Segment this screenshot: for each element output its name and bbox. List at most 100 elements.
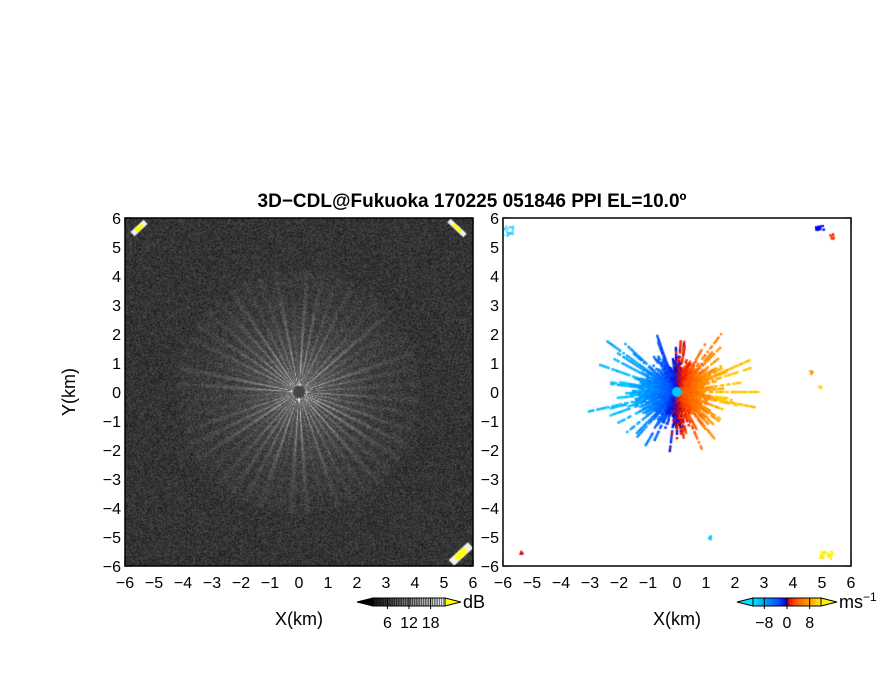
velocity-colorbar-segment	[775, 598, 778, 606]
snr-x-tick-label: −6	[116, 575, 134, 592]
velocity-x-tick-label: −3	[581, 575, 599, 592]
velocity-x-tick-label: 4	[789, 575, 798, 592]
snr-colorbar-segment	[436, 598, 439, 606]
velocity-colorbar-segment	[815, 598, 818, 606]
velocity-colorbar-segment	[758, 598, 761, 606]
velocity-x-tick-label: 2	[731, 575, 740, 592]
velocity-colorbar-segment	[802, 598, 805, 606]
snr-colorbar-segment	[382, 598, 385, 606]
velocity-colorbar-segment	[756, 598, 759, 606]
snr-colorbar-over-triangle	[444, 597, 462, 607]
snr-colorbar-segment	[427, 598, 430, 606]
snr-colorbar-segment	[394, 598, 397, 606]
velocity-x-tick-label: 6	[847, 575, 856, 592]
snr-colorbar-unit: dB	[463, 592, 485, 612]
snr-y-tick-label: −2	[103, 443, 121, 460]
velocity-colorbar-unit: ms−1	[839, 590, 877, 612]
velocity-y-tick-label: 1	[490, 356, 499, 373]
snr-colorbar-segment	[396, 598, 399, 606]
snr-x-tick-label: 4	[411, 575, 420, 592]
velocity-colorbar-segment	[770, 598, 773, 606]
snr-x-tick-label: 5	[440, 575, 449, 592]
snr-colorbar-segment	[432, 598, 435, 606]
velocity-plot-frame	[502, 217, 852, 567]
velocity-colorbar-segment	[792, 598, 795, 606]
velocity-colorbar: −8 0 8 ms−1	[736, 590, 877, 632]
velocity-colorbar-segment	[812, 598, 815, 606]
velocity-y-tick-label: 6	[490, 211, 499, 228]
snr-colorbar-segment	[418, 598, 421, 606]
velocity-colorbar-segment	[797, 598, 800, 606]
velocity-colorbar-segment	[787, 598, 790, 606]
velocity-colorbar-segment	[819, 598, 822, 606]
snr-colorbar-segment	[383, 598, 386, 606]
snr-colorbar-segment	[401, 598, 404, 606]
snr-colorbar-segment	[389, 598, 392, 606]
velocity-colorbar-tick-label: 0	[783, 615, 792, 632]
snr-image	[125, 218, 473, 566]
snr-colorbar-segment	[437, 598, 440, 606]
snr-colorbar-segment	[380, 598, 383, 606]
velocity-y-tick-label: 3	[490, 298, 499, 315]
velocity-colorbar-tick-label: −8	[755, 615, 773, 632]
snr-y-tick-label: 6	[112, 211, 121, 228]
snr-colorbar-segment	[419, 598, 422, 606]
snr-y-tick-label: 0	[112, 385, 121, 402]
snr-colorbar-segment	[407, 598, 410, 606]
velocity-x-tick-label: 5	[818, 575, 827, 592]
velocity-y-tick-label: 0	[490, 385, 499, 402]
velocity-image	[503, 218, 851, 566]
snr-colorbar-segment	[434, 598, 437, 606]
velocity-colorbar-segment	[761, 598, 764, 606]
velocity-colorbar-segment	[785, 598, 788, 606]
velocity-x-axis-label: X(km)	[653, 609, 701, 629]
velocity-colorbar-segment	[780, 598, 783, 606]
velocity-x-tick-label: −4	[552, 575, 570, 592]
snr-colorbar-segment	[400, 598, 403, 606]
velocity-colorbar-unit-exponent: −1	[863, 590, 877, 604]
snr-y-tick-label: 5	[112, 240, 121, 257]
velocity-x-tick-label: 0	[673, 575, 682, 592]
snr-colorbar-segment	[403, 598, 406, 606]
velocity-colorbar-segment	[800, 598, 803, 606]
snr-x-tick-label: 1	[324, 575, 333, 592]
velocity-colorbar-segment	[817, 598, 820, 606]
velocity-y-tick-label: 5	[490, 240, 499, 257]
velocity-y-tick-label: −2	[481, 443, 499, 460]
snr-colorbar-segment	[423, 598, 426, 606]
velocity-y-tick-label: −3	[481, 472, 499, 489]
velocity-colorbar-segment	[776, 598, 779, 606]
snr-y-tick-label: −1	[103, 414, 121, 431]
snr-colorbar-segment	[392, 598, 395, 606]
snr-x-axis-label: X(km)	[275, 609, 323, 629]
velocity-y-tick-label: −5	[481, 530, 499, 547]
velocity-colorbar-segment	[795, 598, 798, 606]
snr-colorbar-segment	[391, 598, 394, 606]
snr-colorbar: 6 12 18 dB	[356, 592, 485, 632]
velocity-x-tick-label: −5	[523, 575, 541, 592]
snr-y-tick-label: −3	[103, 472, 121, 489]
velocity-x-tick-label: 1	[702, 575, 711, 592]
snr-x-tick-label: −1	[261, 575, 279, 592]
snr-y-tick-label: −5	[103, 530, 121, 547]
snr-x-tick-label: −3	[203, 575, 221, 592]
snr-colorbar-segment	[373, 598, 376, 606]
snr-colorbar-segment	[412, 598, 415, 606]
snr-colorbar-segment	[410, 598, 413, 606]
snr-colorbar-segment	[421, 598, 424, 606]
velocity-panel: −6 −5 −4 −3 −2 −1 0 1 2 3 4 5 6 −6 −5 −4 −3 −2 −1 0 1 2 3 4 5 6 X…	[481, 211, 856, 629]
snr-y-tick-label: 1	[112, 356, 121, 373]
snr-colorbar-segment	[441, 598, 444, 606]
velocity-colorbar-segment	[783, 598, 786, 606]
snr-x-tick-label: 3	[382, 575, 391, 592]
snr-y-tick-label: 2	[112, 327, 121, 344]
velocity-colorbar-segment	[781, 598, 784, 606]
snr-colorbar-segment	[376, 598, 379, 606]
figure-title: 3D−CDL@Fukuoka 170225 051846 PPI EL=10.0…	[258, 191, 687, 212]
snr-colorbar-segment	[398, 598, 401, 606]
velocity-colorbar-segment	[814, 598, 817, 606]
velocity-colorbar-segment	[805, 598, 808, 606]
snr-colorbar-tick-label: 6	[383, 615, 392, 632]
snr-colorbar-segment	[405, 598, 408, 606]
